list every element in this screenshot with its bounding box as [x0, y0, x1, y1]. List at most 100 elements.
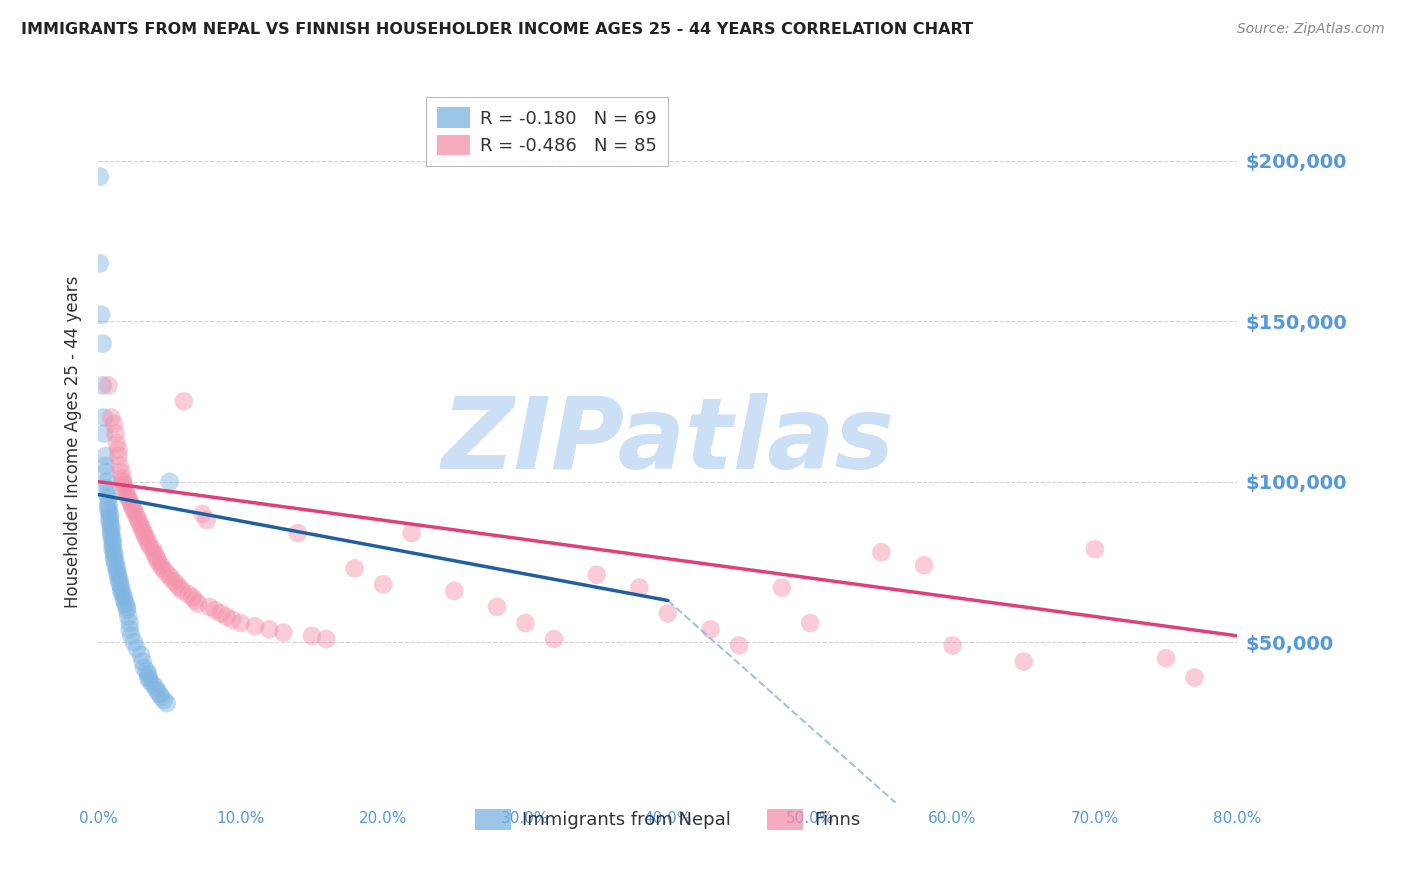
Point [118, 494, 141, 508]
Point [94, 458, 117, 473]
Point [127, 513, 149, 527]
Point [89, 256, 111, 270]
Point [146, 683, 169, 698]
Point [166, 577, 188, 591]
Point [104, 426, 127, 441]
Point [105, 436, 128, 450]
Point [108, 577, 131, 591]
Point [97, 378, 120, 392]
Text: ZIPatlas: ZIPatlas [441, 393, 894, 490]
Point [131, 523, 153, 537]
Point [108, 574, 131, 589]
Point [89, 169, 111, 184]
Point [942, 639, 965, 653]
Point [97, 500, 120, 515]
Point [209, 607, 232, 621]
Point [728, 639, 751, 653]
Point [132, 661, 155, 675]
Point [124, 507, 146, 521]
Point [93, 426, 115, 441]
Point [142, 545, 165, 559]
Point [135, 533, 157, 547]
Point [100, 519, 122, 533]
Legend: Immigrants from Nepal, Finns: Immigrants from Nepal, Finns [468, 802, 868, 837]
Point [229, 615, 252, 630]
Point [120, 629, 142, 643]
Point [135, 664, 157, 678]
Point [187, 597, 209, 611]
Point [107, 442, 129, 457]
Point [90, 308, 112, 322]
Point [373, 577, 395, 591]
Point [101, 539, 124, 553]
Point [96, 481, 118, 495]
Point [107, 567, 129, 582]
Point [1154, 651, 1177, 665]
Point [101, 533, 124, 547]
Point [141, 542, 163, 557]
Point [117, 609, 139, 624]
Point [184, 593, 207, 607]
Point [150, 558, 173, 573]
Point [105, 565, 128, 579]
Point [110, 465, 132, 479]
Point [100, 526, 122, 541]
Point [152, 561, 174, 575]
Point [115, 603, 138, 617]
Point [315, 632, 337, 646]
Point [101, 535, 124, 549]
Point [94, 465, 117, 479]
Point [401, 526, 423, 541]
Point [145, 549, 167, 563]
Point [98, 507, 121, 521]
Point [191, 507, 214, 521]
Point [104, 555, 127, 569]
Point [159, 475, 181, 489]
Point [153, 693, 176, 707]
Point [145, 680, 167, 694]
Point [1184, 671, 1206, 685]
Point [91, 336, 114, 351]
Point [149, 687, 172, 701]
Point [122, 503, 145, 517]
Point [94, 449, 117, 463]
Point [148, 555, 170, 569]
Point [129, 519, 152, 533]
Point [129, 648, 152, 662]
Point [91, 378, 114, 392]
Point [117, 491, 139, 505]
Point [101, 542, 124, 557]
Point [443, 583, 465, 598]
Point [96, 487, 118, 501]
Point [141, 677, 163, 691]
Point [114, 484, 136, 499]
Point [172, 583, 194, 598]
Point [543, 632, 565, 646]
Point [150, 690, 173, 704]
Point [221, 613, 243, 627]
Point [97, 491, 120, 505]
Point [104, 558, 127, 573]
Point [112, 478, 135, 492]
Point [97, 503, 120, 517]
Point [118, 623, 141, 637]
Point [628, 581, 651, 595]
Point [114, 597, 136, 611]
Point [110, 581, 132, 595]
Point [107, 571, 129, 585]
Point [121, 500, 143, 515]
Point [111, 587, 134, 601]
Point [699, 623, 721, 637]
Point [259, 623, 281, 637]
Point [770, 581, 793, 595]
Point [103, 549, 125, 563]
Point [125, 510, 148, 524]
Text: Source: ZipAtlas.com: Source: ZipAtlas.com [1237, 22, 1385, 37]
Point [105, 561, 128, 575]
Point [97, 497, 120, 511]
Point [243, 619, 266, 633]
Point [134, 529, 156, 543]
Point [108, 458, 131, 473]
Point [98, 516, 121, 531]
Point [912, 558, 935, 573]
